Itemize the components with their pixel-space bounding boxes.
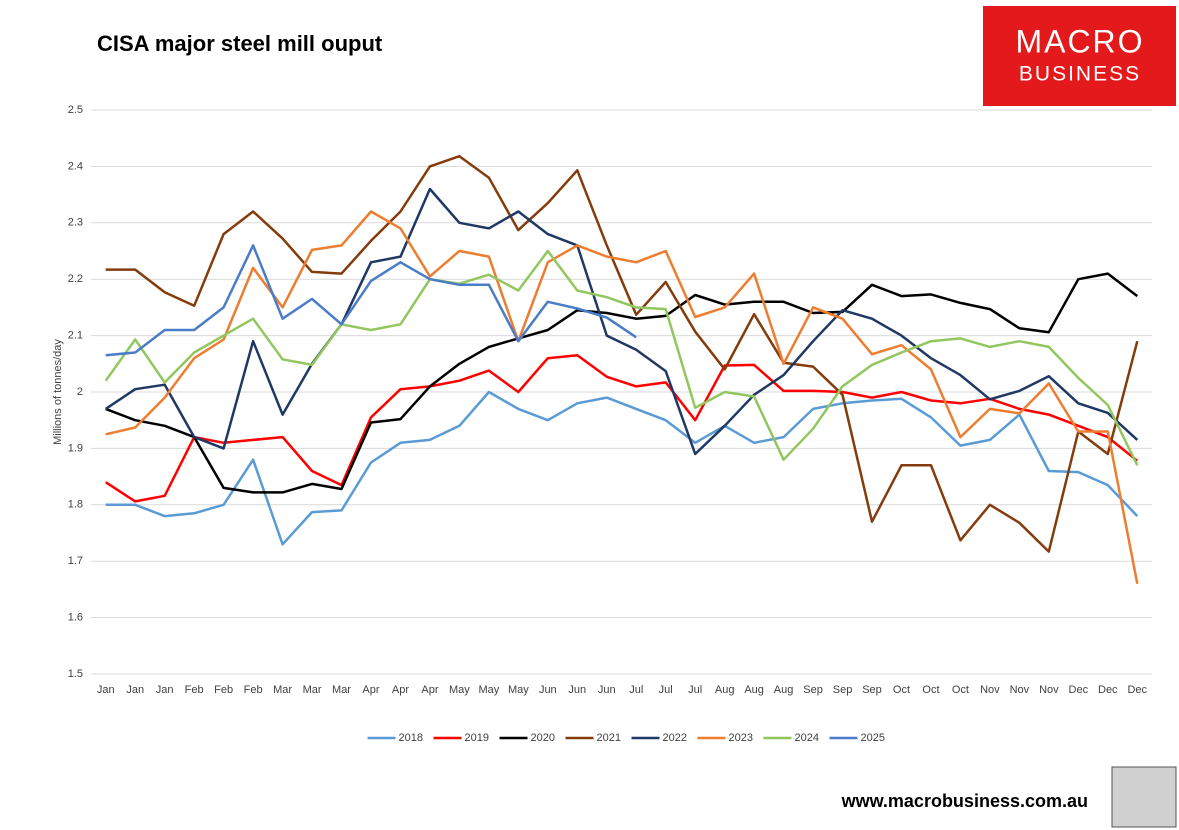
y-tick-label: 2.1 [68, 330, 83, 342]
x-tick-label: Dec [1098, 684, 1118, 696]
y-tick-label: 1.6 [68, 612, 83, 624]
x-tick-label: Jun [598, 684, 616, 696]
x-tick-label: Sep [862, 684, 882, 696]
x-tick-label: May [508, 684, 529, 696]
x-tick-label: Nov [980, 684, 1000, 696]
x-tick-label: Mar [273, 684, 292, 696]
y-tick-label: 2.5 [68, 104, 83, 116]
logo-line1: MACRO [1015, 23, 1144, 59]
website: www.macrobusiness.com.au [841, 791, 1088, 811]
y-tick-label: 1.9 [68, 442, 83, 454]
x-tick-label: Apr [392, 684, 409, 696]
x-tick-label: Nov [1039, 684, 1059, 696]
y-axis-label: Millions of tonnes/day [52, 339, 64, 445]
x-tick-label: Aug [774, 684, 794, 696]
series-line [105, 354, 1139, 503]
x-tick-label: Nov [1010, 684, 1030, 696]
legend-label: 2021 [597, 732, 621, 744]
legend-label: 2024 [795, 732, 819, 744]
series-line [105, 272, 1139, 494]
x-tick-label: Feb [214, 684, 233, 696]
y-tick-label: 1.7 [68, 555, 83, 567]
x-tick-label: Aug [715, 684, 735, 696]
legend-label: 2019 [465, 732, 489, 744]
legend-label: 2023 [729, 732, 753, 744]
series-line [105, 154, 1139, 553]
series-line [104, 249, 1139, 466]
x-tick-label: Mar [332, 684, 351, 696]
series-line [105, 390, 1139, 546]
y-tick-label: 1.5 [68, 668, 83, 680]
x-tick-label: Jul [629, 684, 643, 696]
legend-label: 2022 [663, 732, 687, 744]
x-tick-label: Oct [952, 684, 969, 696]
x-tick-label: Sep [833, 684, 853, 696]
x-tick-label: Jul [688, 684, 702, 696]
y-tick-label: 2.2 [68, 273, 83, 285]
fox-logo [1111, 766, 1177, 828]
x-tick-label: May [449, 684, 470, 696]
x-tick-label: Mar [303, 684, 322, 696]
y-tick-label: 2 [77, 386, 83, 398]
x-tick-label: Oct [893, 684, 910, 696]
x-tick-label: Jun [539, 684, 557, 696]
logo-line2: BUSINESS [1019, 63, 1141, 86]
series-line [105, 210, 1139, 585]
x-tick-label: Feb [185, 684, 204, 696]
x-tick-label: Aug [744, 684, 764, 696]
series-line [105, 187, 1139, 456]
legend-label: 2025 [861, 732, 885, 744]
x-tick-label: Sep [803, 684, 823, 696]
logo-box [983, 6, 1176, 106]
series-line [105, 244, 637, 357]
x-tick-label: Feb [244, 684, 263, 696]
x-tick-label: Apr [362, 684, 379, 696]
x-tick-label: May [478, 684, 499, 696]
x-tick-label: Oct [922, 684, 939, 696]
x-tick-label: Dec [1127, 684, 1147, 696]
legend-label: 2020 [531, 732, 555, 744]
x-tick-label: Jan [126, 684, 144, 696]
x-tick-label: Jun [568, 684, 586, 696]
x-tick-label: Jan [97, 684, 115, 696]
y-tick-label: 2.3 [68, 217, 83, 229]
x-tick-label: Jul [659, 684, 673, 696]
y-tick-label: 2.4 [68, 160, 83, 172]
x-tick-label: Jan [156, 684, 174, 696]
y-tick-label: 1.8 [68, 499, 83, 511]
chart-title: CISA major steel mill ouput [97, 31, 383, 56]
legend-label: 2018 [399, 732, 423, 744]
x-tick-label: Dec [1069, 684, 1089, 696]
x-tick-label: Apr [421, 684, 438, 696]
